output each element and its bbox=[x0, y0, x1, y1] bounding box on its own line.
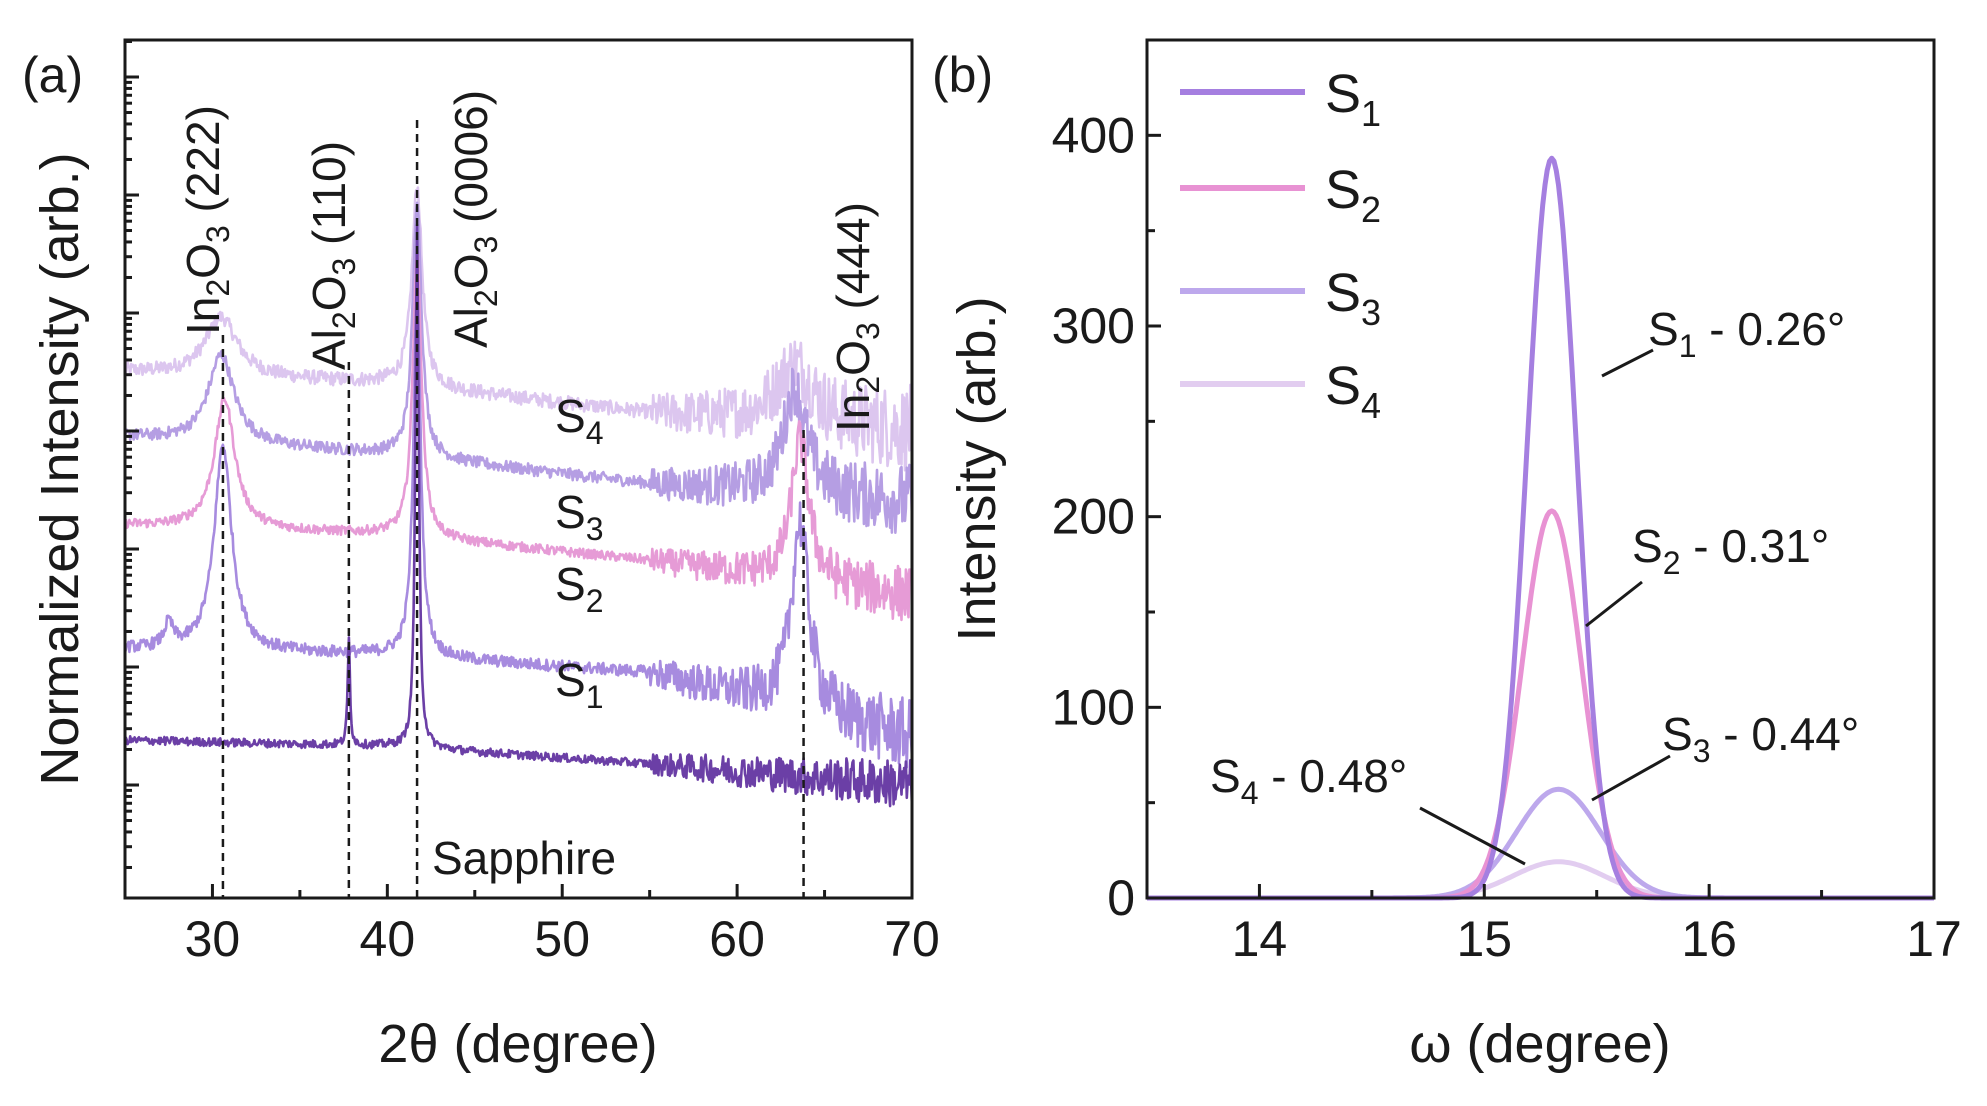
panel-a-ylabel: Normalized Intensity (arb.) bbox=[30, 152, 90, 785]
b-xtick-label: 14 bbox=[1232, 911, 1288, 967]
annotation-s1-leader bbox=[1601, 348, 1654, 378]
b-ytick-label: 400 bbox=[1052, 107, 1135, 163]
a-xtick-label: 50 bbox=[534, 911, 590, 967]
annotation-s3-leader bbox=[1591, 754, 1671, 802]
legend-label-s4: S4 bbox=[1325, 356, 1381, 426]
annotation-s2-fwhm: S2 - 0.31° bbox=[1632, 520, 1829, 581]
panel-b-frame bbox=[1145, 38, 1936, 900]
series-label-s4: S4 bbox=[555, 390, 603, 451]
xrd-line-s2 bbox=[124, 250, 914, 622]
panel-a-frame bbox=[123, 38, 914, 900]
b-ytick-label: 200 bbox=[1052, 489, 1135, 545]
annotation-s2-leader bbox=[1585, 580, 1643, 628]
panel-a-xlabel: 2θ (degree) bbox=[378, 1014, 657, 1074]
b-ytick-label: 100 bbox=[1052, 679, 1135, 735]
label-in2o3-444: In2O3 (444) bbox=[827, 202, 886, 432]
series-label-sapphire: Sapphire bbox=[432, 832, 616, 884]
panel-a-label: (a) bbox=[22, 47, 83, 103]
a-xtick-label: 30 bbox=[185, 911, 241, 967]
xrd-line-sapphire bbox=[124, 223, 914, 808]
a-xtick-label: 60 bbox=[709, 911, 765, 967]
b-xtick-label: 17 bbox=[1906, 911, 1962, 967]
series-label-s3: S3 bbox=[555, 486, 603, 547]
label-in2o3-222: In2O3 (222) bbox=[177, 105, 236, 335]
panel-a: (a) 30 40 50 60 70 2θ (degree) Normalized In… bbox=[22, 38, 940, 1074]
legend-label-s1: S1 bbox=[1325, 64, 1381, 134]
rocking-curve-s3 bbox=[1146, 786, 1935, 901]
annotation-s3-fwhm: S3 - 0.44° bbox=[1662, 708, 1859, 769]
b-xtick-label: 15 bbox=[1456, 911, 1512, 967]
annotation-s4-fwhm: S4 - 0.48° bbox=[1210, 750, 1407, 811]
panel-a-axes: 30 40 50 60 70 bbox=[123, 39, 940, 967]
legend-label-s2: S2 bbox=[1325, 160, 1381, 230]
panel-b: (b) 14 15 16 17 0 100 200 300 400 ω (degree) Int… bbox=[932, 38, 1962, 1074]
panel-a-reference-lines bbox=[221, 120, 805, 898]
xrd-line-s3 bbox=[123, 201, 914, 534]
panel-b-label: (b) bbox=[932, 47, 993, 103]
label-al2o3-110: Al2O3 (110) bbox=[303, 141, 362, 370]
b-ytick-label: 0 bbox=[1107, 870, 1135, 926]
series-label-s2: S2 bbox=[555, 558, 603, 619]
annotation-s1-fwhm: S1 - 0.26° bbox=[1648, 303, 1845, 364]
b-xtick-label: 16 bbox=[1681, 911, 1737, 967]
label-al2o3-0006: Al2O3 (0006) bbox=[445, 90, 504, 348]
panel-b-ylabel: Intensity (arb.) bbox=[947, 296, 1007, 641]
annotation-s4-leader bbox=[1419, 806, 1526, 866]
b-ytick-label: 300 bbox=[1052, 298, 1135, 354]
a-xtick-label: 70 bbox=[884, 911, 940, 967]
panel-b-axes: 14 15 16 17 0 100 200 300 400 bbox=[1052, 107, 1962, 967]
series-label-s1: S1 bbox=[555, 654, 603, 715]
xrd-line-s4 bbox=[123, 186, 914, 472]
xrd-line-s1 bbox=[123, 284, 914, 769]
rocking-curve-s4 bbox=[1146, 859, 1935, 901]
panel-b-xlabel: ω (degree) bbox=[1409, 1014, 1670, 1074]
panel-a-series bbox=[123, 186, 914, 808]
fwhm-annotations: S1 - 0.26° S2 - 0.31° S3 - 0.44° S4 - 0.… bbox=[1210, 303, 1859, 866]
a-xtick-label: 40 bbox=[360, 911, 416, 967]
panel-b-legend: S1 S2 S3 S4 bbox=[1180, 64, 1381, 426]
legend-label-s3: S3 bbox=[1325, 263, 1381, 333]
